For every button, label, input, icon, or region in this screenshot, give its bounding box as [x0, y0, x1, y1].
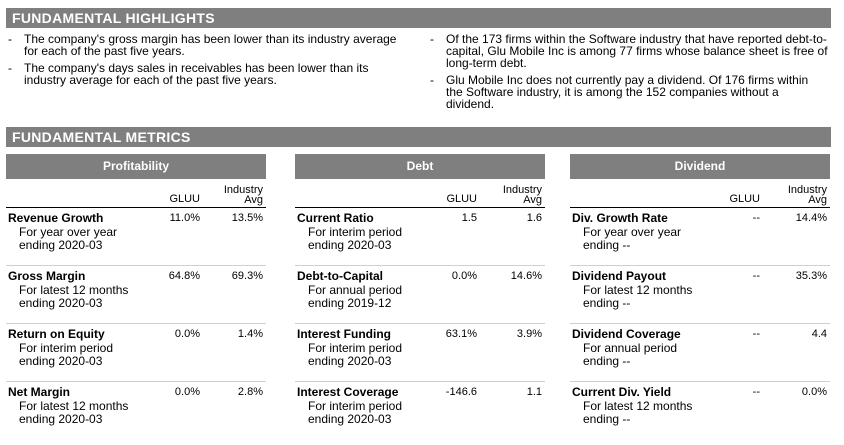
- dividend-title: Dividend: [570, 154, 830, 179]
- fundamental-metrics-header: FUNDAMENTAL METRICS: [6, 127, 831, 147]
- metric-row: Dividend Coverage For annual period endin…: [570, 324, 830, 382]
- metric-name: Debt-to-Capital: [297, 269, 383, 283]
- metric-industry-value: 14.6%: [510, 270, 542, 282]
- metric-name: Interest Coverage: [297, 385, 399, 399]
- metric-gluu-value: 0.0%: [174, 386, 200, 398]
- metric-period: For interim period ending 2020-03: [308, 399, 403, 426]
- metric-industry-value: 2.8%: [237, 386, 263, 398]
- metric-period: For year over year ending --: [583, 225, 682, 252]
- divider: [570, 207, 830, 208]
- metric-row: Current Ratio For interim period ending 2…: [295, 208, 545, 266]
- metric-row: Debt-to-Capital For annual period ending …: [295, 266, 545, 324]
- metric-gluu-value: --: [752, 212, 760, 224]
- metric-name: Current Ratio: [297, 211, 374, 225]
- highlight-text: The company's days sales in receivables …: [24, 61, 369, 87]
- metric-gluu-value: 64.8%: [168, 270, 200, 282]
- highlight-bullet: - Glu Mobile Inc does not currently pay a…: [430, 73, 809, 111]
- metric-gluu-value: --: [752, 328, 760, 340]
- metric-industry-value: 13.5%: [231, 212, 263, 224]
- metric-name: Current Div. Yield: [572, 385, 672, 399]
- metric-name: Revenue Growth: [8, 211, 104, 225]
- highlights-right-column: - Of the 173 firms within the Software in…: [428, 33, 828, 115]
- metric-gluu-value: 63.1%: [445, 328, 477, 340]
- highlight-text: Glu Mobile Inc does not currently pay a …: [446, 73, 809, 111]
- ticker-column-label: GLUU: [446, 193, 477, 205]
- metric-period: For latest 12 months ending 2020-03: [19, 283, 129, 310]
- profitability-title: Profitability: [6, 154, 266, 179]
- ticker-column-label: GLUU: [169, 193, 200, 205]
- metric-row: Return on Equity For interim period endin…: [6, 324, 266, 382]
- metric-period: For latest 12 months ending --: [583, 283, 693, 310]
- metric-industry-value: 69.3%: [231, 270, 263, 282]
- metric-gluu-value: --: [752, 270, 760, 282]
- debt-title: Debt: [295, 154, 545, 179]
- dividend-panel: Dividend GLUU Industry Avg Div. Growth Ra…: [570, 154, 830, 439]
- fundamental-highlights-header: FUNDAMENTAL HIGHLIGHTS: [6, 8, 831, 28]
- metric-period: For annual period ending 2019-12: [308, 283, 403, 310]
- metric-gluu-value: --: [752, 386, 760, 398]
- highlight-bullet: - The company's gross margin has been low…: [8, 32, 397, 58]
- metric-period: For latest 12 months ending --: [583, 399, 693, 426]
- metric-row: Current Div. Yield For latest 12 months e…: [570, 382, 830, 439]
- metric-industry-value: 0.0%: [801, 386, 827, 398]
- metric-name: Gross Margin: [8, 269, 86, 283]
- industry-avg-column-label: Industry Avg: [787, 184, 827, 206]
- metric-industry-value: 1.6: [526, 212, 542, 224]
- divider: [6, 207, 266, 208]
- industry-avg-column-label: Industry Avg: [223, 184, 263, 206]
- debt-panel: Debt GLUU Industry Avg Current Ratio For …: [295, 154, 545, 439]
- metric-name: Return on Equity: [8, 327, 105, 341]
- column-header: GLUU Industry Avg: [295, 179, 545, 207]
- metric-row: Revenue Growth For year over year ending …: [6, 208, 266, 266]
- metric-row: Interest Funding For interim period endin…: [295, 324, 545, 382]
- highlight-text: Of the 173 firms within the Software ind…: [446, 32, 828, 70]
- metric-industry-value: 4.4: [811, 328, 827, 340]
- highlight-bullet: - Of the 173 firms within the Software in…: [430, 32, 828, 70]
- metric-row: Interest Coverage For interim period endi…: [295, 382, 545, 439]
- metric-industry-value: 3.9%: [516, 328, 542, 340]
- metric-gluu-value: 0.0%: [174, 328, 200, 340]
- divider: [295, 207, 545, 208]
- metric-row: Div. Growth Rate For year over year endin…: [570, 208, 830, 266]
- metric-row: Gross Margin For latest 12 months ending …: [6, 266, 266, 324]
- ticker-column-label: GLUU: [729, 193, 760, 205]
- metric-name: Interest Funding: [297, 327, 391, 341]
- metric-name: Dividend Payout: [572, 269, 667, 283]
- column-header: GLUU Industry Avg: [570, 179, 830, 207]
- metric-period: For interim period ending 2020-03: [308, 341, 403, 368]
- metric-name: Div. Growth Rate: [572, 211, 668, 225]
- metric-period: For annual period ending --: [583, 341, 678, 368]
- highlight-text: The company's gross margin has been lowe…: [24, 32, 397, 58]
- metric-industry-value: 35.3%: [795, 270, 827, 282]
- metric-period: For interim period ending 2020-03: [19, 341, 114, 368]
- highlights-left-column: - The company's gross margin has been low…: [6, 33, 411, 91]
- metric-row: Net Margin For latest 12 months ending 20…: [6, 382, 266, 439]
- column-header: GLUU Industry Avg: [6, 179, 266, 207]
- metric-name: Dividend Coverage: [572, 327, 681, 341]
- metric-gluu-value: 1.5: [461, 212, 477, 224]
- metric-industry-value: 1.1: [526, 386, 542, 398]
- metric-period: For year over year ending 2020-03: [19, 225, 118, 252]
- metric-name: Net Margin: [8, 385, 71, 399]
- metric-industry-value: 1.4%: [237, 328, 263, 340]
- metric-gluu-value: 11.0%: [169, 212, 200, 224]
- highlight-bullet: - The company's days sales in receivables…: [8, 61, 369, 87]
- metric-gluu-value: -146.6: [445, 386, 477, 398]
- metric-row: Dividend Payout For latest 12 months endi…: [570, 266, 830, 324]
- metric-industry-value: 14.4%: [795, 212, 827, 224]
- metric-gluu-value: 0.0%: [451, 270, 477, 282]
- metric-period: For latest 12 months ending 2020-03: [19, 399, 129, 426]
- industry-avg-column-label: Industry Avg: [502, 184, 542, 206]
- metric-period: For interim period ending 2020-03: [308, 225, 403, 252]
- profitability-panel: Profitability GLUU Industry Avg Revenue G…: [6, 154, 266, 439]
